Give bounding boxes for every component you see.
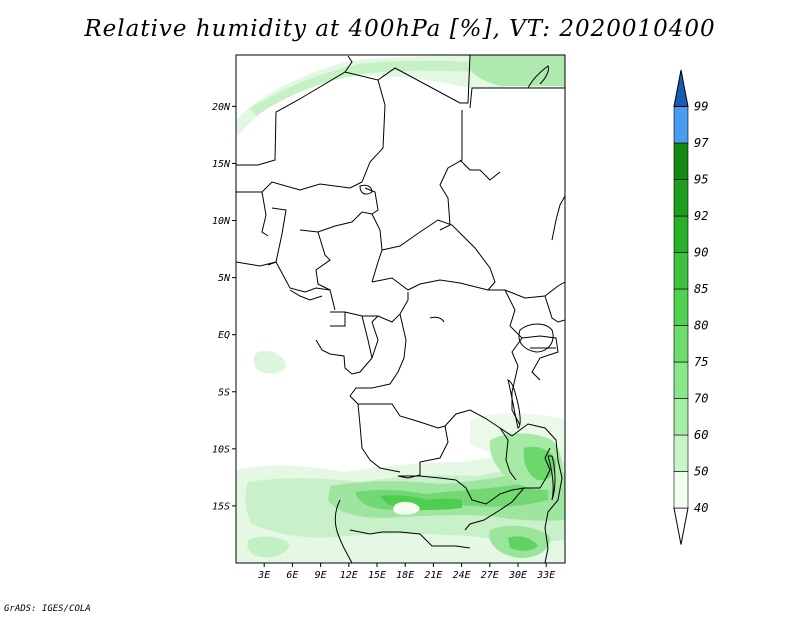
colorbar-segment <box>673 252 689 290</box>
lon-tick-label: 18E <box>396 570 414 581</box>
colorbar-level-label: 75 <box>694 355 708 369</box>
colorbar-segment <box>673 325 689 363</box>
longitude-axis: 3E 6E 9E 12E 15E 18E 21E 24E 27E 30E 33E <box>257 563 555 581</box>
lon-tick-label: 21E <box>424 570 442 581</box>
lat-tick-label: EQ <box>218 330 230 341</box>
lat-tick-label: 5N <box>218 273 231 284</box>
colorbar-level-label: 97 <box>694 136 709 150</box>
lake-island <box>429 316 445 323</box>
lon-tick-label: 6E <box>286 570 298 581</box>
country-borders <box>236 55 565 563</box>
colorbar-level-label: 40 <box>694 501 708 515</box>
lon-tick-label: 24E <box>453 570 471 581</box>
humidity-region <box>393 501 420 515</box>
lake-outlines <box>359 184 556 501</box>
colorbar-segment <box>673 398 689 436</box>
humidity-region <box>253 350 286 374</box>
lon-tick-label: 15E <box>368 570 386 581</box>
lon-tick-label: 30E <box>508 570 527 581</box>
lat-tick-label: 10N <box>212 216 231 227</box>
colorbar-segment <box>673 471 689 509</box>
lat-tick-label: 5S <box>218 387 230 398</box>
plot-frame <box>235 54 566 564</box>
lon-tick-label: 9E <box>315 570 327 581</box>
humidity-shading <box>236 55 565 563</box>
colorbar-level-label: 50 <box>694 465 708 479</box>
colorbar-level-label: 70 <box>694 392 708 406</box>
colorbar-under-arrow <box>673 507 689 545</box>
colorbar-over-arrow <box>673 69 689 107</box>
lake-chad <box>359 184 373 195</box>
colorbar-segment <box>673 288 689 326</box>
map-title: Relative humidity at 400hPa [%], VT: 202… <box>84 16 716 42</box>
lake-malawi <box>547 455 556 501</box>
colorbar-level-label: 60 <box>694 428 708 442</box>
lon-tick-label: 3E <box>257 570 270 581</box>
lake-victoria <box>518 323 554 353</box>
lake-tanganyika <box>507 379 521 429</box>
colorbar-level-label: 92 <box>694 209 708 223</box>
lat-tick-label: 20N <box>212 102 231 113</box>
colorbar-level-label: 90 <box>694 246 708 260</box>
humidity-region <box>250 60 470 116</box>
humidity-region <box>523 446 556 481</box>
grads-credit: GrADS: IGES/COLA <box>4 604 91 614</box>
lon-tick-label: 12E <box>340 570 358 581</box>
lat-tick-label: 10S <box>212 444 230 455</box>
lat-tick-label: 15N <box>212 159 231 170</box>
colorbar-level-label: 99 <box>694 100 708 114</box>
lon-tick-label: 27E <box>481 570 499 581</box>
colorbar-segment <box>673 142 689 180</box>
colorbar-segment <box>673 361 689 399</box>
humidity-region <box>508 536 538 551</box>
coastline-red-sea <box>527 65 549 89</box>
lat-tick-label: 15S <box>212 501 230 512</box>
colorbar-level-label: 80 <box>694 319 708 333</box>
colorbar-segment <box>673 215 689 253</box>
colorbar-segment <box>673 106 689 144</box>
colorbar-level-label: 95 <box>694 173 708 187</box>
humidity-region <box>470 55 565 86</box>
humidity-region <box>247 536 290 558</box>
colorbar-level-label: 85 <box>694 282 708 296</box>
colorbar: 40 50 60 70 75 80 85 90 92 95 97 99 <box>673 69 709 545</box>
lon-tick-label: 33E <box>536 570 555 581</box>
colorbar-segment <box>673 179 689 217</box>
latitude-axis: 20N 15N 10N 5N EQ 5S 10S 15S <box>212 102 236 512</box>
colorbar-segment <box>673 434 689 472</box>
